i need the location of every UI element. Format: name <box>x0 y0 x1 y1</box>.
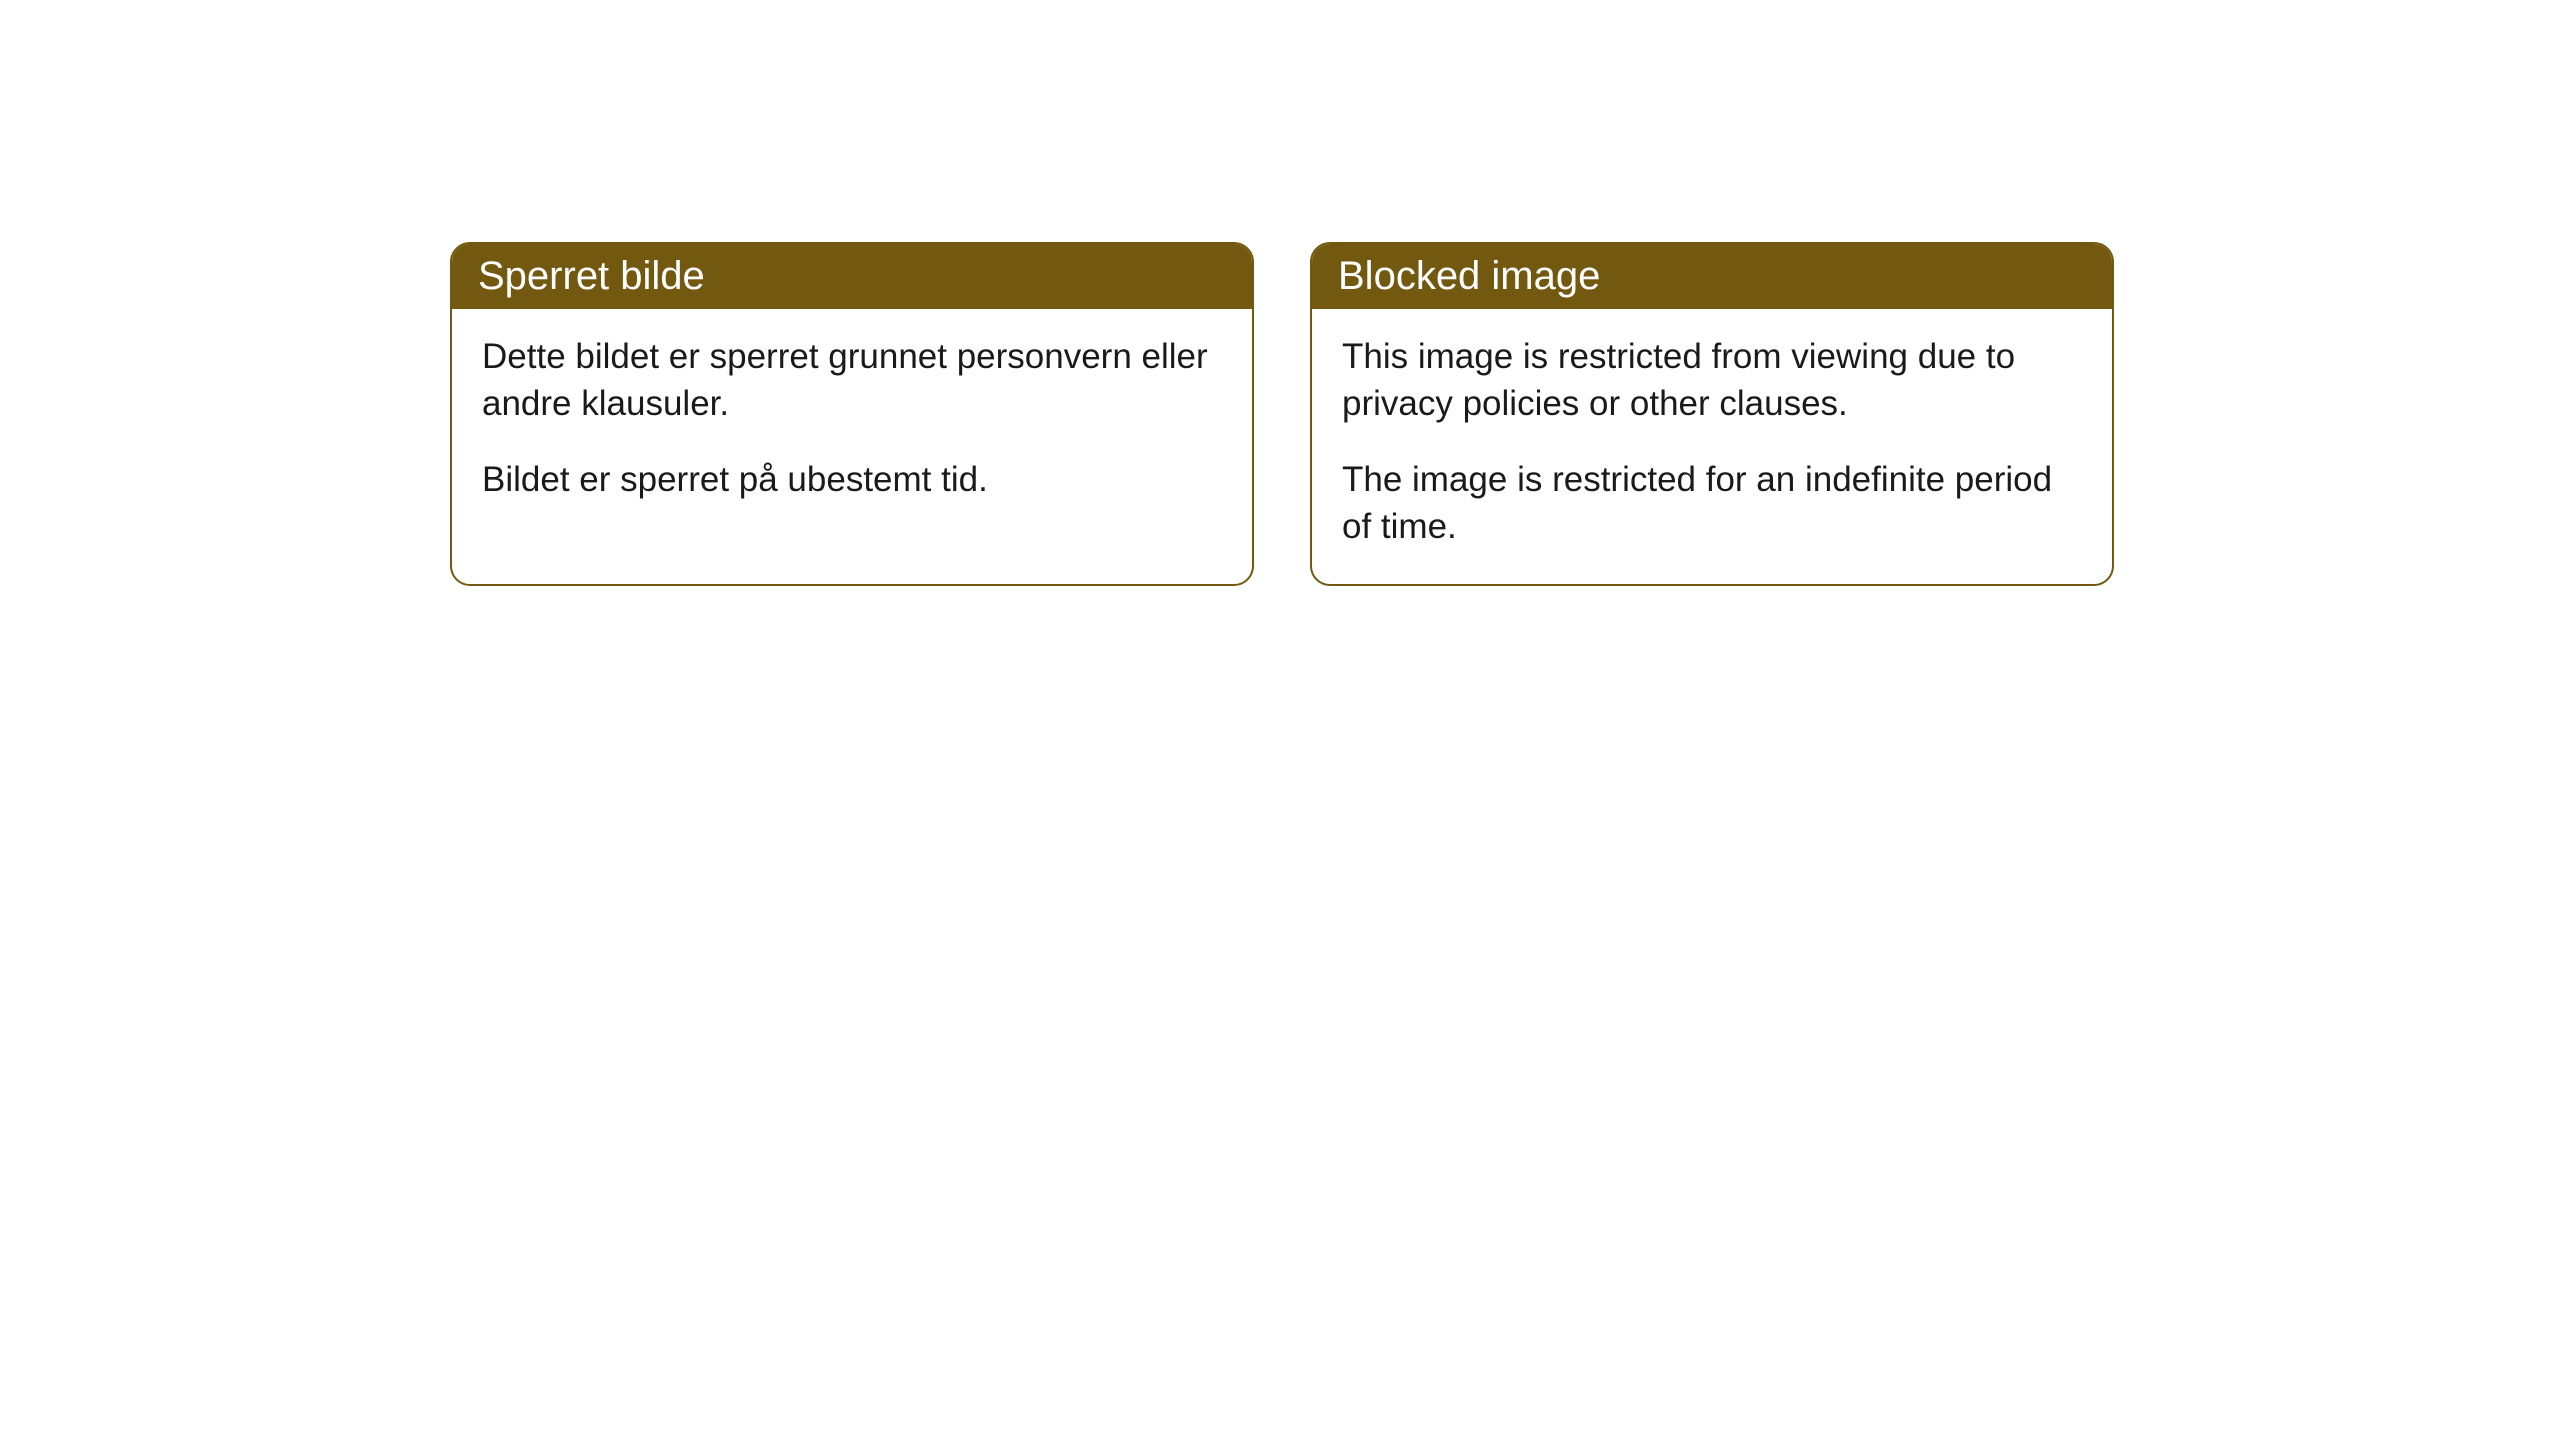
card-body-english: This image is restricted from viewing du… <box>1312 309 2112 584</box>
notice-card-english: Blocked image This image is restricted f… <box>1310 242 2114 586</box>
card-title: Blocked image <box>1338 254 1600 298</box>
notice-card-norwegian: Sperret bilde Dette bildet er sperret gr… <box>450 242 1254 586</box>
card-paragraph: The image is restricted for an indefinit… <box>1342 456 2082 551</box>
notice-cards-container: Sperret bilde Dette bildet er sperret gr… <box>450 242 2114 586</box>
card-header-english: Blocked image <box>1312 244 2112 309</box>
card-body-norwegian: Dette bildet er sperret grunnet personve… <box>452 309 1252 537</box>
card-header-norwegian: Sperret bilde <box>452 244 1252 309</box>
card-paragraph: Dette bildet er sperret grunnet personve… <box>482 333 1222 428</box>
card-title: Sperret bilde <box>478 254 705 298</box>
card-paragraph: Bildet er sperret på ubestemt tid. <box>482 456 1222 503</box>
card-paragraph: This image is restricted from viewing du… <box>1342 333 2082 428</box>
